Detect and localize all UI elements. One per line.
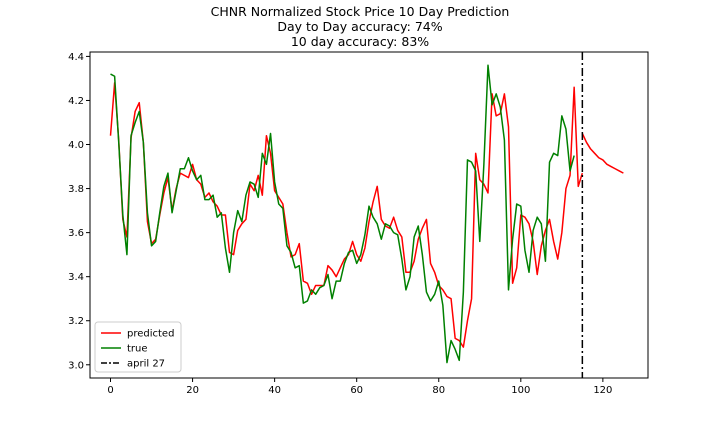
y-axis: 3.0 3.2 3.4 3.6 3.8 4.0 4.2 4.4	[68, 52, 90, 371]
y-tick-label: 3.6	[68, 228, 84, 239]
x-tick-label: 60	[350, 385, 363, 396]
series-true-line	[110, 64, 575, 364]
y-tick-label: 3.0	[68, 360, 84, 371]
x-tick-label: 100	[511, 385, 530, 396]
y-tick-label: 3.2	[68, 316, 84, 327]
y-tick-label: 3.8	[68, 184, 84, 195]
legend-label: april 27	[127, 359, 165, 370]
x-tick-label: 0	[107, 385, 113, 396]
legend-box	[94, 321, 182, 373]
y-tick-label: 4.2	[68, 96, 84, 107]
legend: predicted true april 27	[94, 321, 182, 373]
axes-frame	[89, 51, 649, 379]
series-predicted-line	[109, 82, 584, 348]
y-tick-label: 4.0	[68, 140, 84, 151]
chart-subtitle-day-accuracy: Day to Day accuracy: 74%	[277, 19, 443, 34]
plot-lines	[109, 52, 624, 378]
series-forecast-line	[581, 133, 624, 174]
legend-label: predicted	[127, 329, 174, 340]
x-tick-label: 40	[268, 385, 281, 396]
legend-label: true	[127, 344, 148, 355]
x-tick-label: 20	[186, 385, 199, 396]
x-tick-label: 120	[593, 385, 612, 396]
chart-subtitle-10day-accuracy: 10 day accuracy: 83%	[290, 34, 430, 49]
x-axis: 0 20 40 60 80 100 120	[107, 378, 612, 396]
y-tick-label: 4.4	[68, 52, 84, 63]
chart-title: CHNR Normalized Stock Price 10 Day Predi…	[210, 4, 510, 19]
y-tick-label: 3.4	[68, 272, 84, 283]
x-tick-label: 80	[432, 385, 445, 396]
